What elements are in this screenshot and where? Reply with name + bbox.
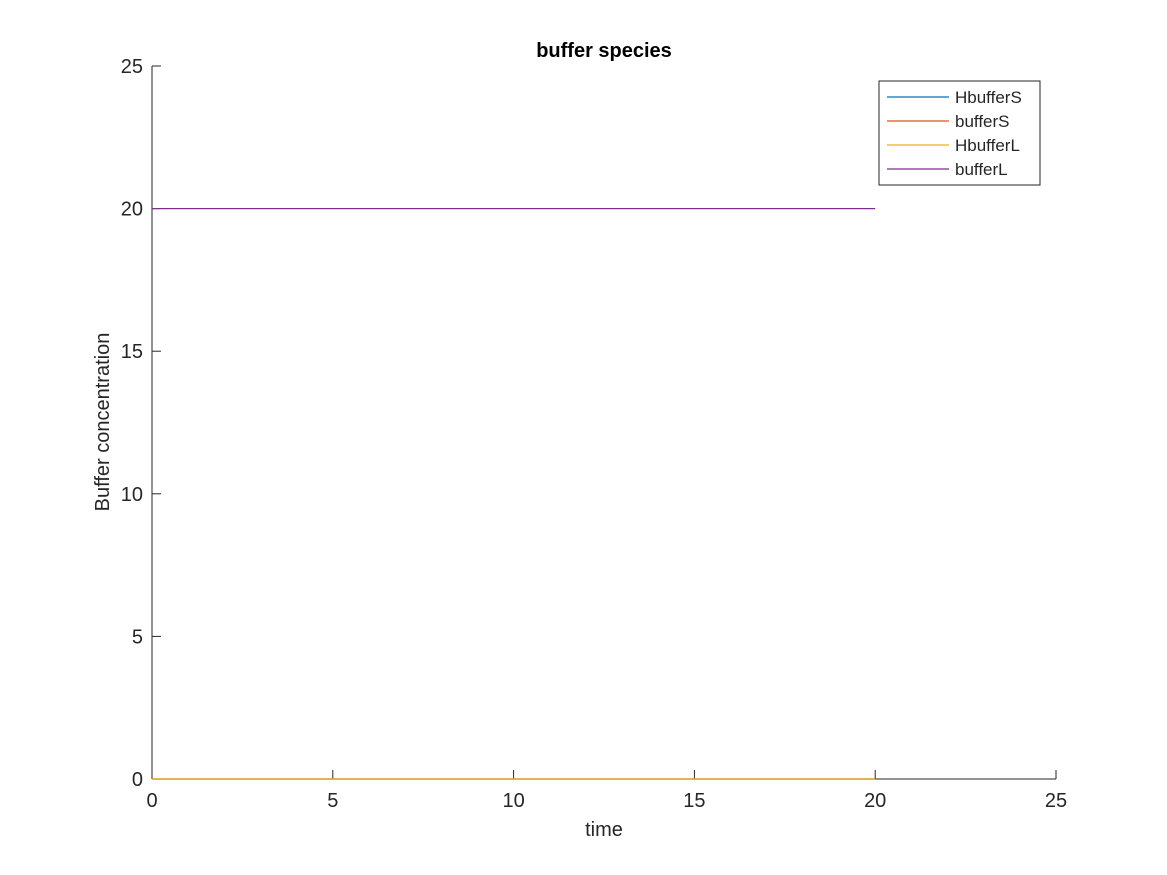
legend-entry-label: bufferL [955, 160, 1008, 179]
y-tick-label: 20 [121, 199, 143, 221]
y-tick-label: 25 [121, 56, 143, 78]
legend-entry-label: HbufferL [955, 136, 1020, 155]
legend: HbufferS bufferS HbufferL bufferL [878, 80, 1041, 186]
x-tick-label: 0 [146, 790, 157, 812]
series-lines [152, 208, 876, 780]
legend-box [878, 80, 1041, 186]
y-tick-label: 15 [121, 341, 143, 363]
x-tick-label: 10 [502, 790, 524, 812]
y-axis-ticks: 0 5 10 15 20 25 [121, 56, 161, 791]
legend-entry-label: HbufferS [955, 88, 1022, 107]
x-tick-label: 15 [683, 790, 705, 812]
x-axis-label: time [585, 819, 623, 841]
x-axis-ticks: 0 5 10 15 20 25 [146, 770, 1067, 812]
y-tick-label: 5 [132, 626, 143, 648]
x-tick-label: 20 [864, 790, 886, 812]
x-tick-label: 5 [327, 790, 338, 812]
legend-entry-label: bufferS [955, 112, 1010, 131]
x-tick-label: 25 [1045, 790, 1067, 812]
y-axis-label: Buffer concentration [92, 333, 114, 512]
y-tick-label: 10 [121, 484, 143, 506]
y-tick-label: 0 [132, 769, 143, 791]
chart-title: buffer species [536, 40, 672, 62]
